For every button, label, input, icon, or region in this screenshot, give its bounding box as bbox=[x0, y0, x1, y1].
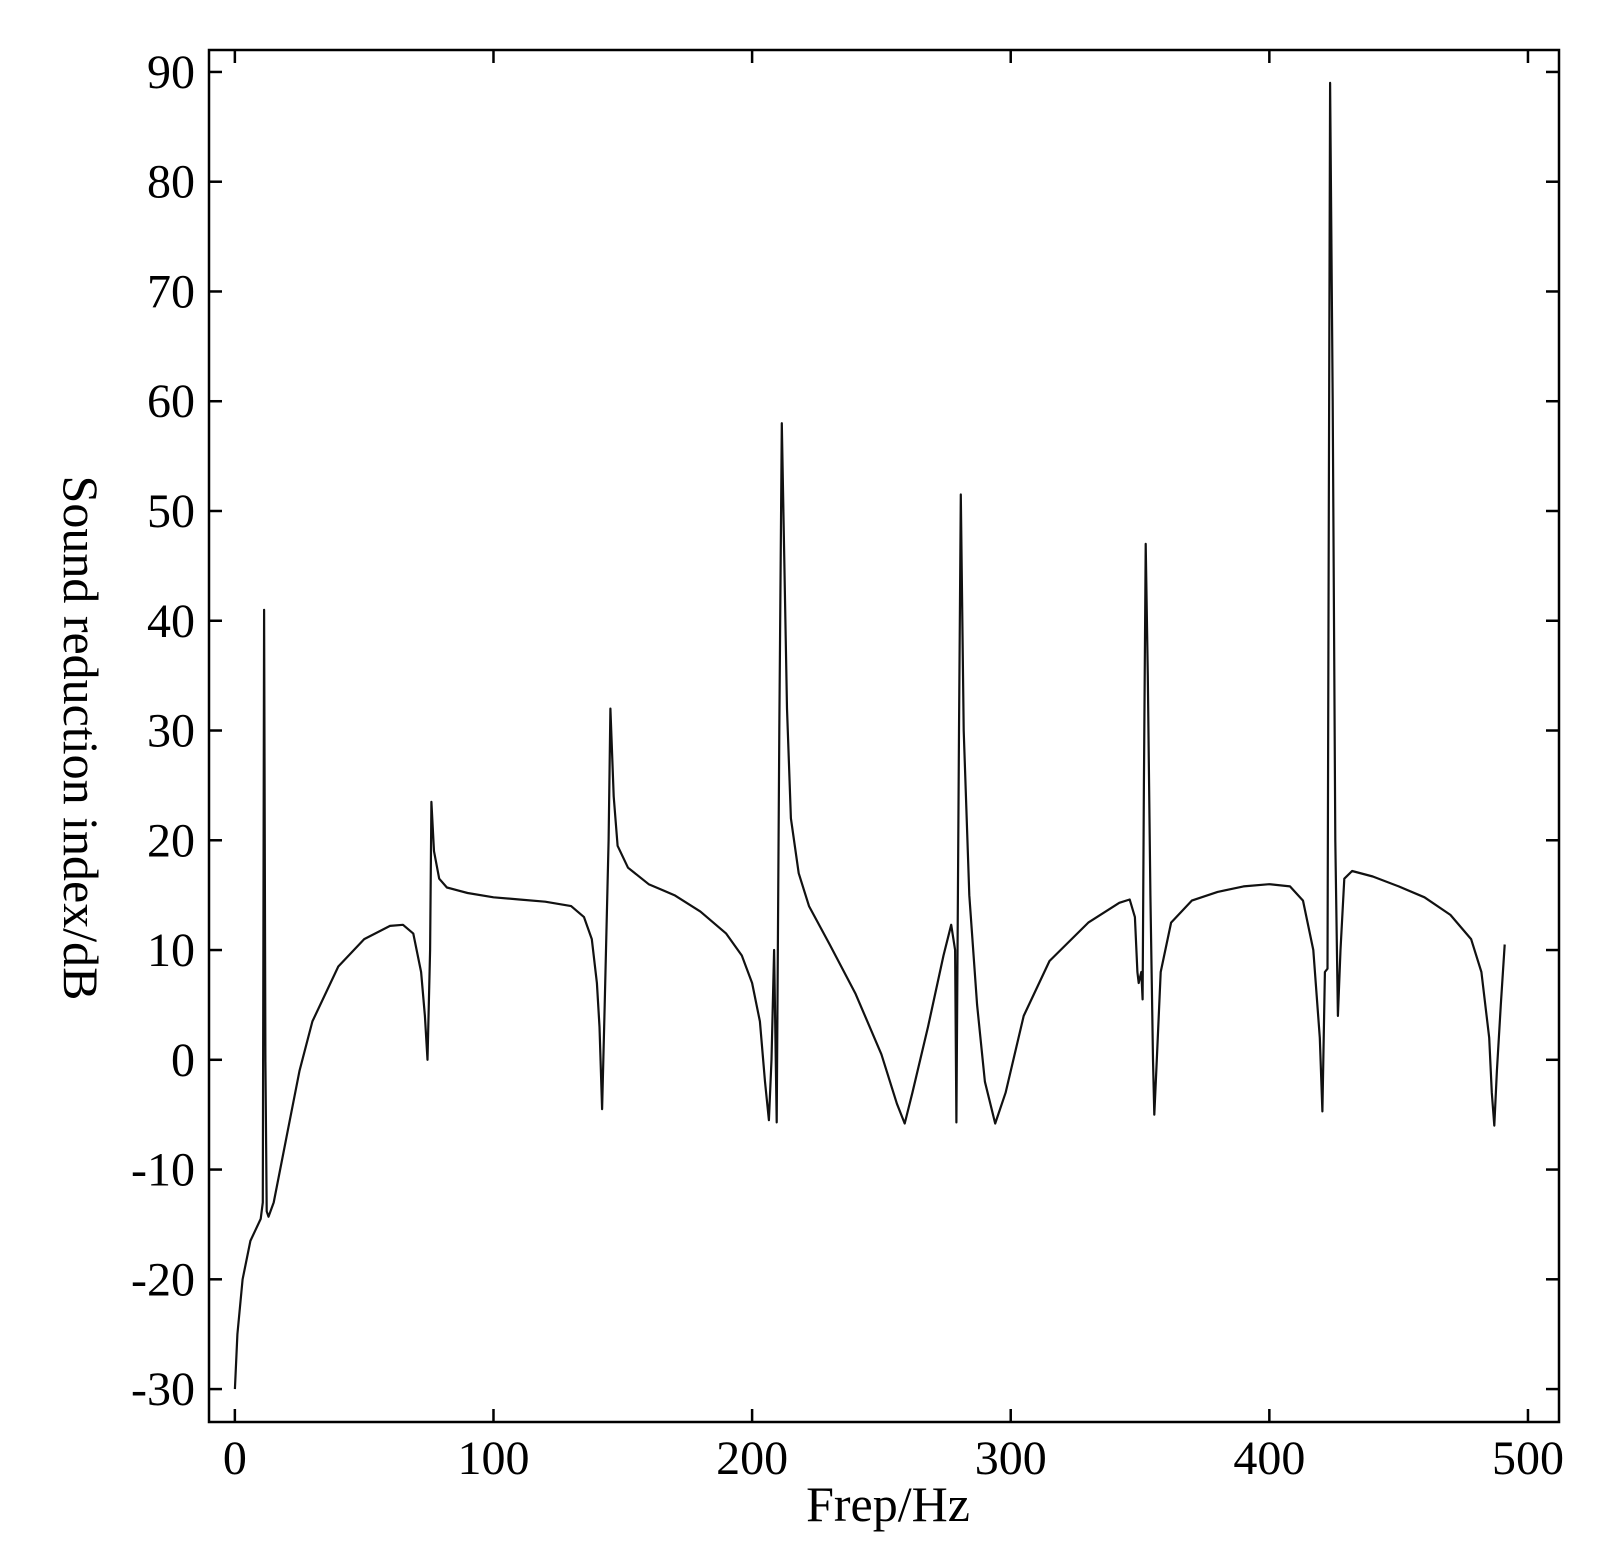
x-tick-label: 300 bbox=[975, 1432, 1047, 1485]
y-tick-label: -20 bbox=[131, 1253, 195, 1306]
y-tick-label: 10 bbox=[147, 924, 195, 977]
y-tick-label: 50 bbox=[147, 485, 195, 538]
y-tick-label: 90 bbox=[147, 46, 195, 99]
y-tick-label: 80 bbox=[147, 156, 195, 209]
x-tick-label: 400 bbox=[1233, 1432, 1305, 1485]
y-tick-label: 30 bbox=[147, 705, 195, 758]
y-tick-label: 60 bbox=[147, 375, 195, 428]
y-tick-label: -10 bbox=[131, 1144, 195, 1197]
x-tick-label: 0 bbox=[223, 1432, 247, 1485]
x-tick-label: 100 bbox=[457, 1432, 529, 1485]
y-tick-label: 0 bbox=[171, 1034, 195, 1087]
x-axis-title: Frep/Hz bbox=[806, 1476, 970, 1532]
y-tick-label: 70 bbox=[147, 265, 195, 318]
y-tick-label: 40 bbox=[147, 595, 195, 648]
series-line bbox=[233, 81, 1506, 1390]
x-tick-label: 500 bbox=[1492, 1432, 1564, 1485]
y-tick-label: -30 bbox=[131, 1363, 195, 1416]
axis-ticks bbox=[209, 50, 1559, 1422]
plot-frame bbox=[207, 48, 1561, 1424]
y-axis-title: Sound reduction index/dB bbox=[53, 476, 109, 1001]
x-tick-label: 200 bbox=[716, 1432, 788, 1485]
y-tick-label: 20 bbox=[147, 814, 195, 867]
axis-tick-labels: 0 100 200 300 400 500 -30 -20 -10 0 10 20 30 40 50 60 70… bbox=[131, 46, 1564, 1485]
